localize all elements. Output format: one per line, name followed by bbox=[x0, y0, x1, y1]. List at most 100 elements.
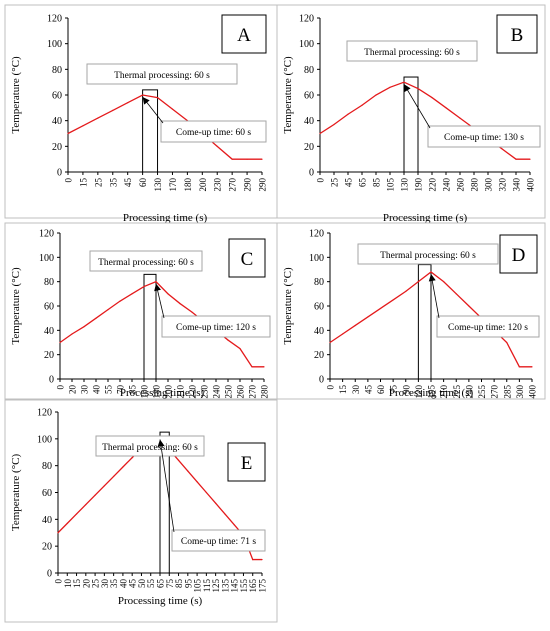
y-axis-title: Temperature (°C) bbox=[282, 56, 294, 134]
x-tick-label: 25 bbox=[93, 178, 103, 188]
y-tick-label: 0 bbox=[309, 168, 314, 179]
x-tick-label: 0 bbox=[56, 385, 66, 390]
y-tick-label: 80 bbox=[44, 277, 54, 288]
data-point bbox=[75, 513, 78, 515]
y-tick-label: 0 bbox=[47, 569, 52, 580]
x-tick-label: 105 bbox=[386, 178, 396, 192]
data-point bbox=[319, 132, 321, 135]
data-point bbox=[443, 281, 445, 283]
data-point bbox=[375, 94, 377, 96]
x-tick-label: 145 bbox=[230, 579, 240, 593]
thermal-label-box bbox=[95, 435, 205, 457]
data-point bbox=[143, 285, 145, 288]
data-point bbox=[518, 366, 520, 368]
data-point bbox=[85, 503, 87, 506]
comeup-label-box bbox=[161, 315, 271, 338]
x-tick-label: 280 bbox=[260, 385, 270, 399]
x-tick-label: 25 bbox=[330, 178, 340, 188]
x-tick-label: 125 bbox=[211, 579, 221, 593]
comeup-time-label: Come-up time: 120 s bbox=[448, 323, 528, 333]
comeup-arrow-head bbox=[428, 273, 436, 282]
x-tick-label: 40 bbox=[92, 385, 102, 395]
data-point bbox=[459, 117, 461, 119]
y-tick-label: 120 bbox=[309, 229, 324, 240]
data-point bbox=[501, 148, 503, 150]
y-tick-label: 100 bbox=[37, 434, 52, 445]
y-tick-label: 20 bbox=[42, 542, 52, 553]
x-tick-label: 285 bbox=[502, 385, 512, 399]
x-tick-label: 45 bbox=[123, 178, 133, 188]
x-tick-label: 100 bbox=[140, 385, 150, 399]
x-tick-label: 400 bbox=[526, 178, 536, 192]
data-point bbox=[529, 158, 531, 160]
x-tick-label: 400 bbox=[528, 385, 538, 399]
data-point bbox=[531, 366, 533, 368]
x-tick-label: 230 bbox=[200, 385, 210, 399]
data-point bbox=[103, 485, 105, 487]
thermal-processing-label: Thermal processing: 60 s bbox=[364, 48, 460, 58]
data-point bbox=[333, 123, 335, 126]
x-tick-label: 220 bbox=[428, 178, 438, 192]
comeup-time-label: Come-up time: 71 s bbox=[181, 537, 257, 547]
y-tick-label: 0 bbox=[49, 375, 54, 386]
data-point bbox=[379, 307, 382, 310]
x-tick-label: 85 bbox=[128, 385, 138, 395]
data-point bbox=[119, 300, 121, 302]
y-tick-label: 120 bbox=[37, 408, 52, 419]
data-point bbox=[354, 324, 356, 327]
x-tick-label: 175 bbox=[258, 579, 268, 593]
thermal-processing-label: Thermal processing: 60 s bbox=[380, 251, 476, 261]
comeup-arrow-head bbox=[154, 283, 161, 292]
data-point bbox=[95, 317, 97, 319]
y-tick-label: 120 bbox=[47, 14, 62, 25]
data-point bbox=[66, 522, 68, 524]
comeup-arrow-line bbox=[159, 439, 175, 533]
data-point bbox=[131, 457, 133, 459]
panel-label: D bbox=[512, 245, 526, 266]
x-axis-title: Processing time (s) bbox=[383, 212, 468, 224]
comeup-arrow-head bbox=[404, 84, 411, 92]
y-tick-label: 80 bbox=[304, 65, 314, 76]
thermal-processing-box bbox=[143, 273, 157, 380]
comeup-time-label: Come-up time: 130 s bbox=[444, 133, 524, 143]
x-tick-label: 25 bbox=[91, 579, 101, 589]
data-point bbox=[506, 341, 508, 344]
data-point bbox=[71, 333, 73, 335]
y-tick-label: 120 bbox=[299, 14, 314, 25]
x-tick-label: 180 bbox=[152, 385, 162, 399]
x-tick-label: 200 bbox=[198, 178, 208, 192]
temperature-line bbox=[319, 81, 530, 160]
x-tick-label: 45 bbox=[363, 385, 373, 395]
x-tick-label: 240 bbox=[212, 385, 222, 399]
x-tick-label: 250 bbox=[224, 385, 234, 399]
y-tick-label: 40 bbox=[314, 326, 324, 337]
data-point bbox=[403, 81, 405, 83]
data-point bbox=[82, 125, 84, 127]
x-tick-label: 280 bbox=[470, 178, 480, 192]
data-point bbox=[59, 341, 61, 344]
x-tick-label: 70 bbox=[116, 385, 126, 395]
data-point bbox=[252, 558, 254, 561]
x-tick-label: 300 bbox=[484, 178, 494, 192]
panel-label-box bbox=[499, 234, 538, 274]
thermal-processing-box bbox=[417, 264, 432, 380]
y-tick-label: 60 bbox=[52, 91, 62, 102]
x-tick-label: 15 bbox=[338, 385, 348, 395]
data-point bbox=[329, 341, 331, 344]
chart-panel-b: 0 20 40 60 80 100 120 0 25 45 65 85 105 130 190 220 240 2… bbox=[276, 4, 546, 224]
data-point bbox=[251, 366, 253, 368]
x-tick-label: 130 bbox=[400, 178, 410, 192]
data-point bbox=[107, 309, 109, 311]
x-tick-label: 270 bbox=[248, 385, 258, 399]
data-point bbox=[227, 339, 229, 341]
data-point bbox=[389, 86, 391, 88]
y-tick-label: 100 bbox=[39, 253, 54, 264]
x-tick-label: 0 bbox=[326, 385, 336, 390]
data-point bbox=[361, 104, 363, 106]
x-axis-title: Processing time (s) bbox=[120, 387, 205, 399]
y-tick-label: 60 bbox=[42, 488, 52, 499]
x-tick-label: 290 bbox=[258, 178, 268, 192]
